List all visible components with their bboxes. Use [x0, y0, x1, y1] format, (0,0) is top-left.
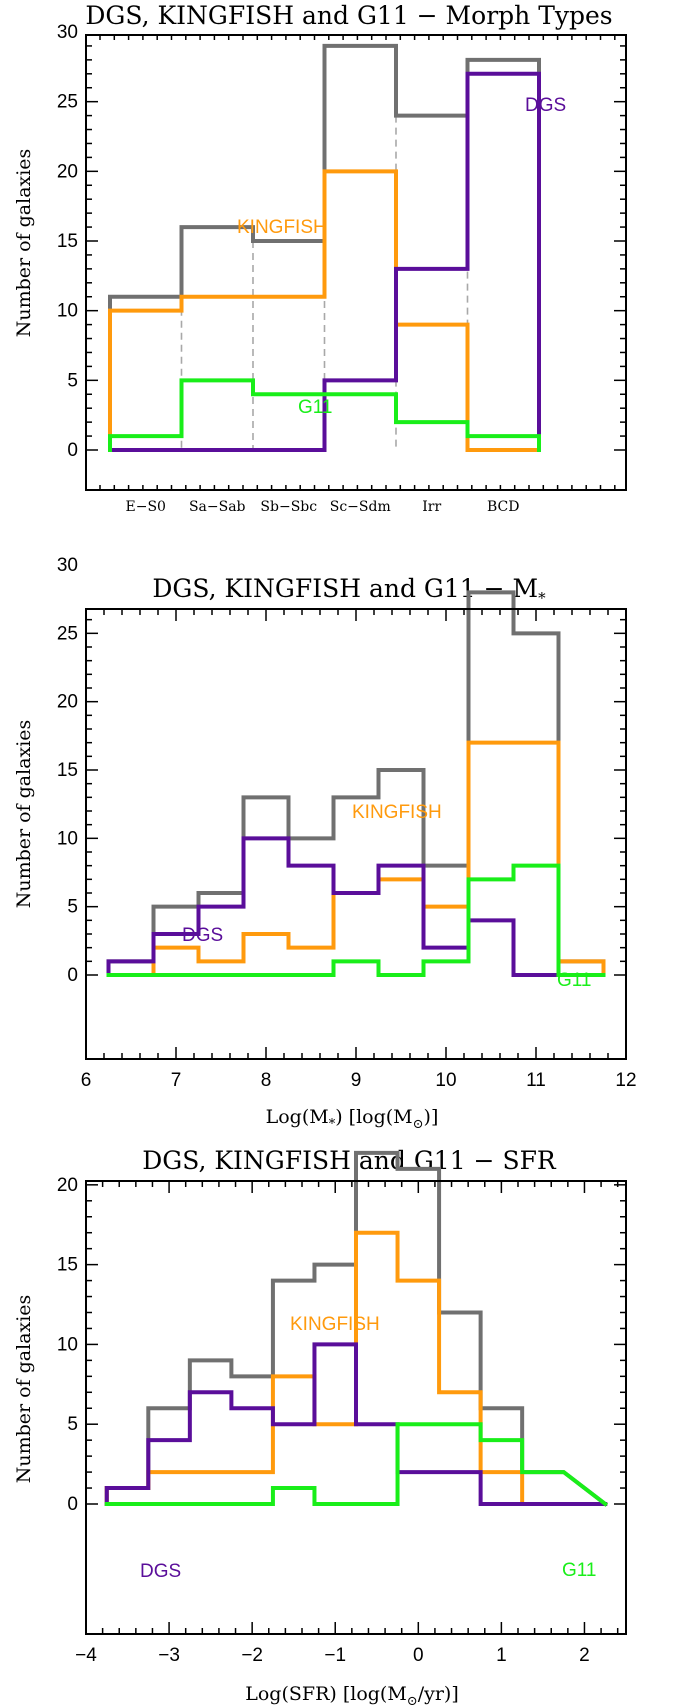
- x-tick-label: 0: [413, 1645, 424, 1666]
- y-tick-label: 30: [57, 555, 78, 576]
- histogram-dgs: [104, 1342, 608, 1506]
- histogram-dgs: [108, 71, 541, 452]
- axis-ticks: [86, 35, 626, 490]
- histogram-series: [104, 1150, 609, 1507]
- y-tick-label: 30: [57, 22, 78, 43]
- histogram-g11: [108, 378, 541, 452]
- x-axis-label: Log(M*) [log(M⊙)]: [266, 1106, 439, 1132]
- tick-labels: 0 5 10 15 20 25 30 6 7 8 9 10 11 12: [57, 555, 637, 1091]
- category-label: Sa−Sab: [189, 499, 246, 515]
- y-axis-label: Number of galaxies: [13, 720, 35, 909]
- sfr-panel: DGS, KINGFISH and G11 − SFR Number of ga…: [13, 1146, 627, 1705]
- tick-labels: 0 5 10 15 20 −4 −3 −2 −1 0 1 2: [57, 1175, 590, 1666]
- y-axis-label: Number of galaxies: [13, 1295, 35, 1484]
- histogram-dgs: [106, 836, 606, 977]
- series-label-kingfish: KINGFISH: [237, 217, 327, 238]
- x-tick-label: 1: [496, 1645, 507, 1666]
- series-label-dgs: DGS: [140, 1561, 181, 1582]
- x-tick-label: −3: [158, 1645, 180, 1666]
- histogram-g11: [104, 1422, 609, 1507]
- y-tick-label: 0: [67, 965, 78, 986]
- y-tick-label: 15: [57, 760, 78, 781]
- y-tick-label: 10: [57, 1334, 78, 1355]
- x-axis-label: Log(SFR) [log(M⊙/yr)]: [245, 1683, 459, 1705]
- y-tick-label: 15: [57, 231, 78, 252]
- series-label-dgs: DGS: [525, 95, 566, 116]
- x-tick-label: 2: [579, 1645, 590, 1666]
- x-tick-label: 10: [435, 1070, 456, 1091]
- histogram-total: [106, 590, 606, 977]
- chart-title: DGS, KINGFISH and G11 − SFR: [142, 1146, 557, 1175]
- plot-frame: [85, 608, 627, 1060]
- stellar-mass-panel: DGS, KINGFISH and G11 − M* Number of gal…: [13, 555, 637, 1132]
- y-tick-label: 5: [67, 370, 78, 391]
- y-tick-label: 0: [67, 1494, 78, 1515]
- category-label: E−S0: [126, 499, 166, 515]
- y-tick-label: 0: [67, 440, 78, 461]
- histogram-g11: [106, 863, 606, 977]
- x-tick-label: 7: [171, 1070, 182, 1091]
- x-tick-label: 6: [81, 1070, 92, 1091]
- y-tick-label: 5: [67, 897, 78, 918]
- y-tick-label: 25: [57, 92, 78, 113]
- category-label: Irr: [422, 499, 441, 515]
- y-tick-label: 20: [57, 1175, 78, 1196]
- histogram-series: [108, 43, 541, 452]
- histogram-total: [104, 1150, 609, 1507]
- y-tick-label: 20: [57, 692, 78, 713]
- histogram-total: [108, 43, 541, 452]
- x-tick-label: 11: [526, 1070, 546, 1091]
- category-label: Sc−Sdm: [330, 499, 391, 515]
- y-tick-label: 25: [57, 623, 78, 644]
- x-tick-label: −4: [75, 1645, 97, 1666]
- y-tick-label: 5: [67, 1414, 78, 1435]
- y-axis-label: Number of galaxies: [13, 149, 35, 338]
- series-label-kingfish: KINGFISH: [352, 802, 442, 823]
- x-tick-label: −2: [241, 1645, 263, 1666]
- category-label: BCD: [487, 499, 519, 515]
- axis-ticks: [85, 609, 627, 1059]
- x-tick-label: −1: [324, 1645, 346, 1666]
- y-tick-label: 10: [57, 828, 78, 849]
- x-tick-label: 8: [261, 1070, 272, 1091]
- category-label: Sb−Sbc: [260, 499, 317, 515]
- y-tick-label: 20: [57, 161, 78, 182]
- series-label-g11: G11: [562, 1560, 597, 1581]
- x-tick-label: 9: [351, 1070, 362, 1091]
- series-label-g11: G11: [298, 397, 333, 418]
- series-label-g11: G11: [557, 970, 592, 991]
- series-label-kingfish: KINGFISH: [290, 1314, 380, 1335]
- y-tick-label: 10: [57, 301, 78, 322]
- histogram-kingfish: [104, 1230, 608, 1506]
- x-tick-label: 12: [615, 1070, 636, 1091]
- chart-title: DGS, KINGFISH and G11 − Morph Types: [85, 1, 612, 30]
- morph-types-panel: DGS, KINGFISH and G11 − Morph Types Numb…: [13, 1, 627, 515]
- series-label-dgs: DGS: [182, 925, 223, 946]
- histogram-series: [106, 590, 606, 977]
- axis-ticks: [85, 1181, 626, 1634]
- histogram-kingfish: [108, 169, 541, 452]
- tick-labels: 0 5 10 15 20 25 30 E−S0 Sa−Sab Sb−Sbc Sc−Sdm Irr BCD: [57, 22, 520, 515]
- plot-frame: [85, 34, 627, 491]
- y-tick-label: 15: [57, 1255, 78, 1276]
